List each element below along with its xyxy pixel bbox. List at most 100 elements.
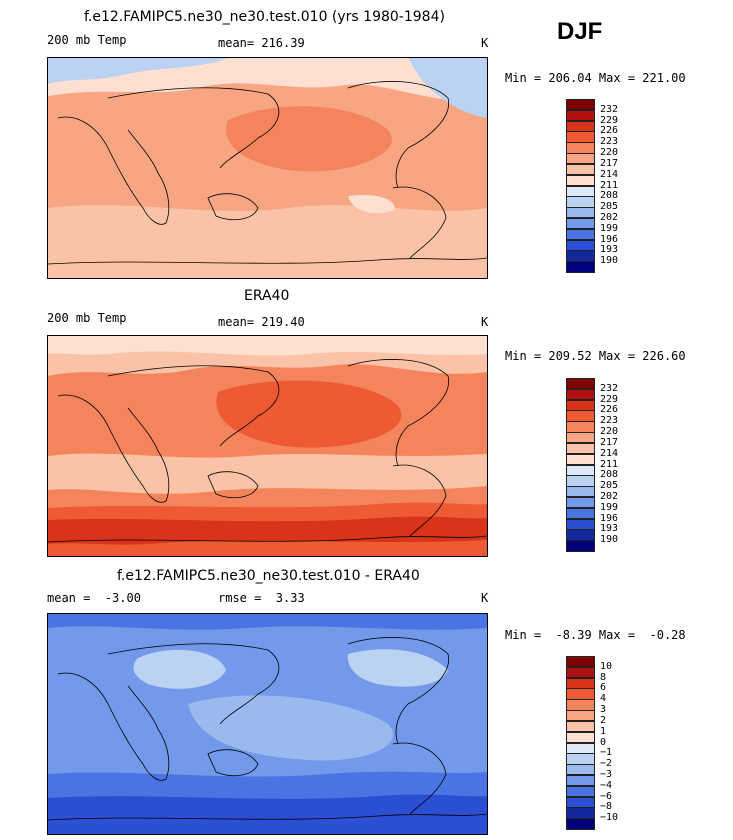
colorbar-tick-label: 229 xyxy=(600,114,619,126)
colorbar-tick-label: 202 xyxy=(600,211,619,223)
coastlines xyxy=(48,81,487,265)
colorbar-swatch xyxy=(566,774,595,787)
colorbar-tick-label: 196 xyxy=(600,512,619,524)
colorbar-tick-label: 2 xyxy=(600,714,607,726)
colorbar-swatch xyxy=(566,507,595,520)
colorbar-swatch xyxy=(566,753,595,765)
panel-mean-label: mean= 219.40 xyxy=(218,315,305,329)
field-cool-cell xyxy=(348,194,395,214)
colorbar-tick-label: 229 xyxy=(600,393,619,405)
colorbar-swatch xyxy=(566,688,595,700)
field-warm-cell xyxy=(226,106,392,172)
colorbar-tick-label: 220 xyxy=(600,426,619,438)
colorbar-tick-label: 232 xyxy=(600,382,619,394)
colorbar-tick-label: 226 xyxy=(600,125,619,137)
colorbar xyxy=(566,656,595,830)
colorbar-swatch xyxy=(566,421,595,433)
colorbar-tick-label: 214 xyxy=(600,447,619,459)
colorbar-swatch xyxy=(566,388,595,401)
season-label: DJF xyxy=(557,18,603,45)
field-light-cell xyxy=(347,649,448,687)
colorbar-tick-label: 3 xyxy=(600,704,607,716)
coastlines xyxy=(48,359,487,543)
coastline-eurasia xyxy=(107,365,280,447)
panel-left-label: 200 mb Temp xyxy=(47,311,127,325)
colorbar-swatch xyxy=(566,120,595,132)
field-cold-cell xyxy=(408,58,487,118)
colorbar-swatch xyxy=(566,656,595,668)
field-light-cell xyxy=(133,649,226,689)
colorbar-swatch xyxy=(566,518,595,530)
map-field xyxy=(47,57,488,279)
colorbar-swatch xyxy=(566,453,595,465)
coastline-south-america xyxy=(392,464,447,537)
colorbar-swatch xyxy=(566,261,595,273)
colorbar-swatch xyxy=(566,99,595,111)
colorbar-swatch xyxy=(566,217,595,230)
colorbar-tick-label: 190 xyxy=(600,255,619,267)
colorbar-tick-label: 208 xyxy=(600,469,619,481)
colorbar-tick-label: 205 xyxy=(600,480,619,492)
field-darker-band xyxy=(48,794,487,834)
field-hot-band xyxy=(48,516,487,545)
colorbar-tick-label: 10 xyxy=(600,660,613,672)
colorbar-tick-label: 211 xyxy=(600,179,619,191)
colorbar-tick-label: 4 xyxy=(600,693,607,705)
colorbar-swatch xyxy=(566,228,595,241)
colorbar xyxy=(566,378,595,552)
panel-minmax: Min = 209.52 Max = 226.60 xyxy=(505,349,686,363)
colorbar-swatch xyxy=(566,731,595,743)
field-cold-cell xyxy=(48,58,228,84)
coastline-australia xyxy=(207,749,259,777)
colorbar-swatch xyxy=(566,796,595,808)
colorbar-tick-label: 0 xyxy=(600,736,607,748)
colorbar-tick-label: 199 xyxy=(600,222,619,234)
colorbar-tick-label: 199 xyxy=(600,501,619,513)
colorbar-swatch xyxy=(566,475,595,487)
colorbar-swatch xyxy=(566,677,595,689)
field-light-cell xyxy=(188,695,394,761)
colorbar-tick-label: −1 xyxy=(600,747,613,759)
colorbar-swatch xyxy=(566,464,595,476)
colorbar-tick-label: −3 xyxy=(600,768,613,780)
field-mild-band xyxy=(48,453,487,494)
colorbar-tick-label: 214 xyxy=(600,168,619,180)
colorbar-tick-label: 205 xyxy=(600,201,619,213)
colorbar-swatch xyxy=(566,153,595,165)
colorbar-tick-label: −8 xyxy=(600,801,613,813)
colorbar-swatch xyxy=(566,442,595,455)
panel-title: f.e12.FAMIPC5.ne30_ne30.test.010 - ERA40 xyxy=(117,568,420,584)
coastline-antarctica xyxy=(48,535,487,543)
colorbar-tick-label: −10 xyxy=(600,812,619,824)
field-dark-band xyxy=(48,614,487,630)
colorbar xyxy=(566,99,595,273)
panel-units: K xyxy=(481,315,489,329)
colorbar-swatch xyxy=(566,540,595,552)
colorbar-tick-label: −6 xyxy=(600,790,613,802)
colorbar-swatch xyxy=(566,109,595,122)
colorbar-swatch xyxy=(566,196,595,208)
colorbar-swatch xyxy=(566,410,595,422)
colorbar-swatch xyxy=(566,163,595,176)
colorbar-tick-label: 6 xyxy=(600,682,607,694)
coastline-africa xyxy=(57,672,170,781)
colorbar-swatch xyxy=(566,432,595,444)
colorbar-tick-label: 193 xyxy=(600,523,619,535)
colorbar-swatch xyxy=(566,239,595,251)
coastlines xyxy=(48,637,487,821)
panel-units: K xyxy=(481,591,489,605)
coastline-africa xyxy=(57,116,170,225)
panel-rmse-label: rmse = 3.33 xyxy=(218,591,305,605)
colorbar-tick-label: 193 xyxy=(600,244,619,256)
colorbar-swatch xyxy=(566,785,595,798)
colorbar-tick-label: 226 xyxy=(600,404,619,416)
colorbar-tick-label: 211 xyxy=(600,458,619,470)
colorbar-swatch xyxy=(566,131,595,143)
colorbar-tick-label: 208 xyxy=(600,190,619,202)
panel-minmax: Min = -8.39 Max = -0.28 xyxy=(505,628,686,642)
colorbar-tick-label: 232 xyxy=(600,103,619,115)
colorbar-swatch xyxy=(566,399,595,411)
colorbar-swatch xyxy=(566,496,595,509)
field-mild-band xyxy=(48,205,487,278)
panel-minmax: Min = 206.04 Max = 221.00 xyxy=(505,71,686,85)
